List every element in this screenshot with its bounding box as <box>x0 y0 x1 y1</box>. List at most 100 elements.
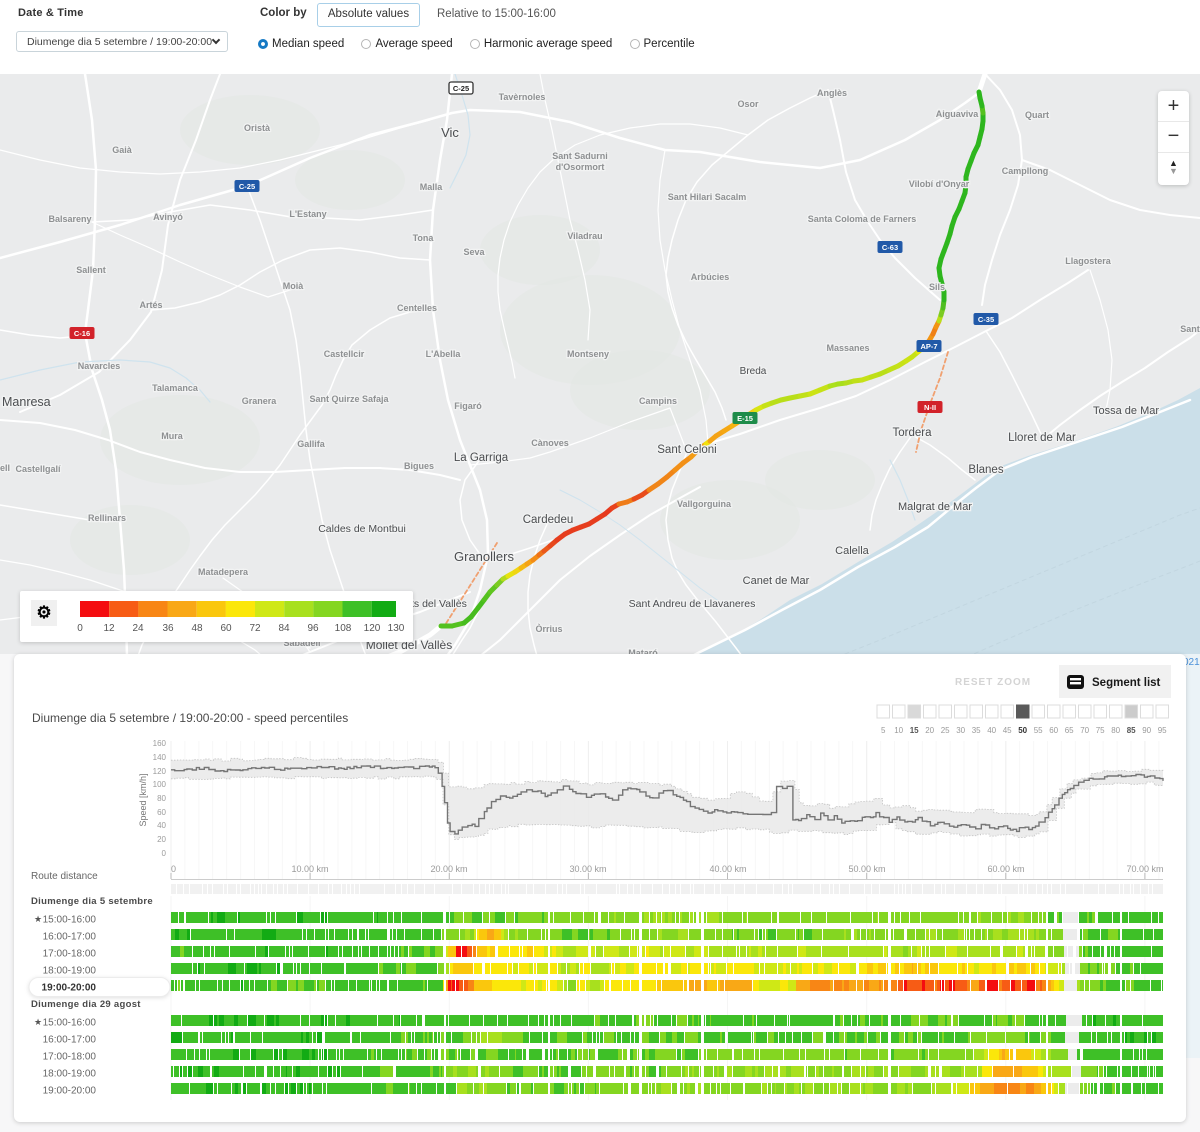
svg-text:Segment list: Segment list <box>1092 677 1161 689</box>
svg-text:96: 96 <box>307 623 319 634</box>
svg-text:Campllong: Campllong <box>1002 166 1049 176</box>
svg-text:15:00-16:00: 15:00-16:00 <box>43 915 97 926</box>
svg-text:20: 20 <box>157 835 166 844</box>
svg-text:La Garriga: La Garriga <box>454 452 509 464</box>
svg-text:Osor: Osor <box>737 99 759 109</box>
svg-text:Talamanca: Talamanca <box>152 383 199 393</box>
svg-text:Cànoves: Cànoves <box>531 438 569 448</box>
svg-text:Llagostera: Llagostera <box>1065 256 1112 266</box>
svg-text:AP-7: AP-7 <box>920 342 937 351</box>
svg-text:70.00 km: 70.00 km <box>1126 864 1163 874</box>
svg-text:Tossa de Mar: Tossa de Mar <box>1093 405 1159 417</box>
svg-text:85: 85 <box>1127 726 1136 735</box>
svg-text:C-35: C-35 <box>978 315 994 324</box>
svg-text:20: 20 <box>925 726 934 735</box>
svg-text:C-16: C-16 <box>74 329 90 338</box>
svg-text:Seva: Seva <box>463 247 485 257</box>
svg-text:24: 24 <box>132 623 144 634</box>
svg-text:Oristà: Oristà <box>244 123 271 133</box>
svg-text:80: 80 <box>157 794 166 803</box>
svg-text:d'Osormort: d'Osormort <box>556 162 605 172</box>
svg-text:100: 100 <box>153 780 167 789</box>
svg-text:60.00 km: 60.00 km <box>987 864 1024 874</box>
svg-text:Sant Hilari Sacalm: Sant Hilari Sacalm <box>668 192 747 202</box>
svg-text:Rellinars: Rellinars <box>88 513 126 523</box>
svg-text:Breda: Breda <box>740 366 767 377</box>
svg-text:Aiguaviva: Aiguaviva <box>936 109 980 119</box>
svg-text:L'Estany: L'Estany <box>289 209 326 219</box>
svg-text:120: 120 <box>153 767 167 776</box>
svg-text:Malla: Malla <box>420 182 444 192</box>
svg-text:C-25: C-25 <box>239 182 255 191</box>
svg-text:Artés: Artés <box>139 300 162 310</box>
svg-text:30: 30 <box>956 726 965 735</box>
svg-text:★: ★ <box>34 1017 42 1027</box>
svg-text:Granollers: Granollers <box>454 549 514 564</box>
svg-text:70: 70 <box>1080 726 1089 735</box>
svg-text:108: 108 <box>335 623 352 634</box>
svg-text:16:00-17:00: 16:00-17:00 <box>43 932 97 943</box>
svg-text:L'Abella: L'Abella <box>426 349 462 359</box>
svg-text:Gaià: Gaià <box>112 145 133 155</box>
svg-text:60: 60 <box>220 623 232 634</box>
svg-text:RESET ZOOM: RESET ZOOM <box>955 677 1031 688</box>
svg-text:Lloret de Mar: Lloret de Mar <box>1008 432 1076 444</box>
svg-text:Sils: Sils <box>929 282 945 292</box>
svg-text:95: 95 <box>1158 726 1167 735</box>
svg-text:Sant: Sant <box>1180 324 1200 334</box>
svg-text:Bigues: Bigues <box>404 461 434 471</box>
svg-text:Arbúcies: Arbúcies <box>691 272 730 282</box>
svg-text:Granera: Granera <box>242 396 278 406</box>
svg-text:45: 45 <box>1003 726 1012 735</box>
svg-text:N-II: N-II <box>924 403 936 412</box>
svg-text:Canet de Mar: Canet de Mar <box>743 575 810 587</box>
svg-text:Balsareny: Balsareny <box>48 214 91 224</box>
svg-text:Avinyó: Avinyó <box>153 212 183 222</box>
svg-text:80: 80 <box>1111 726 1120 735</box>
svg-text:Sallent: Sallent <box>76 265 106 275</box>
svg-text:40.00 km: 40.00 km <box>709 864 746 874</box>
svg-text:15:00-16:00: 15:00-16:00 <box>43 1018 97 1029</box>
svg-text:48: 48 <box>191 623 203 634</box>
svg-text:Tavèrnoles: Tavèrnoles <box>499 92 546 102</box>
svg-text:Diumenge dia 5 setembre: Diumenge dia 5 setembre <box>31 896 153 907</box>
svg-text:Cardedeu: Cardedeu <box>523 514 574 526</box>
svg-text:25: 25 <box>941 726 950 735</box>
svg-text:C-63: C-63 <box>882 243 898 252</box>
svg-text:Vallgorguina: Vallgorguina <box>677 499 732 509</box>
svg-text:Matadepera: Matadepera <box>198 567 249 577</box>
svg-text:84: 84 <box>278 623 290 634</box>
svg-text:0: 0 <box>162 849 167 858</box>
svg-text:15: 15 <box>910 726 919 735</box>
svg-text:C-25: C-25 <box>453 84 469 93</box>
svg-text:50: 50 <box>1018 726 1027 735</box>
svg-text:Santa Coloma de Farners: Santa Coloma de Farners <box>808 214 917 224</box>
svg-text:60: 60 <box>1049 726 1058 735</box>
svg-text:60: 60 <box>157 808 166 817</box>
svg-text:16:00-17:00: 16:00-17:00 <box>43 1035 97 1046</box>
svg-text:Caldes de Montbui: Caldes de Montbui <box>318 523 406 535</box>
svg-text:Campins: Campins <box>639 396 677 406</box>
svg-text:Navarcles: Navarcles <box>78 361 121 371</box>
svg-text:ets del Vallès: ets del Vallès <box>405 598 467 610</box>
svg-text:Diumenge dia 5 setembre / 19:0: Diumenge dia 5 setembre / 19:00-20:00 - … <box>32 711 348 725</box>
svg-text:120: 120 <box>364 623 381 634</box>
svg-text:75: 75 <box>1096 726 1105 735</box>
svg-text:0: 0 <box>77 623 83 634</box>
svg-text:E-15: E-15 <box>737 414 753 423</box>
svg-text:10: 10 <box>894 726 903 735</box>
svg-text:Òrrius: Òrrius <box>535 623 562 634</box>
svg-text:20.00 km: 20.00 km <box>430 864 467 874</box>
svg-text:Moià: Moià <box>283 281 304 291</box>
svg-text:17:00-18:00: 17:00-18:00 <box>43 1052 97 1063</box>
svg-text:5: 5 <box>881 726 886 735</box>
svg-text:19:00-20:00: 19:00-20:00 <box>42 983 97 994</box>
svg-text:36: 36 <box>162 623 174 634</box>
svg-text:Speed [km/h]: Speed [km/h] <box>138 773 148 826</box>
svg-text:40: 40 <box>987 726 996 735</box>
svg-text:Sant Sadurni: Sant Sadurni <box>552 151 608 161</box>
svg-text:Vic: Vic <box>441 125 459 140</box>
svg-text:160: 160 <box>153 739 167 748</box>
svg-text:Diumenge dia 29 agost: Diumenge dia 29 agost <box>31 999 141 1010</box>
svg-text:ell: ell <box>0 463 10 473</box>
